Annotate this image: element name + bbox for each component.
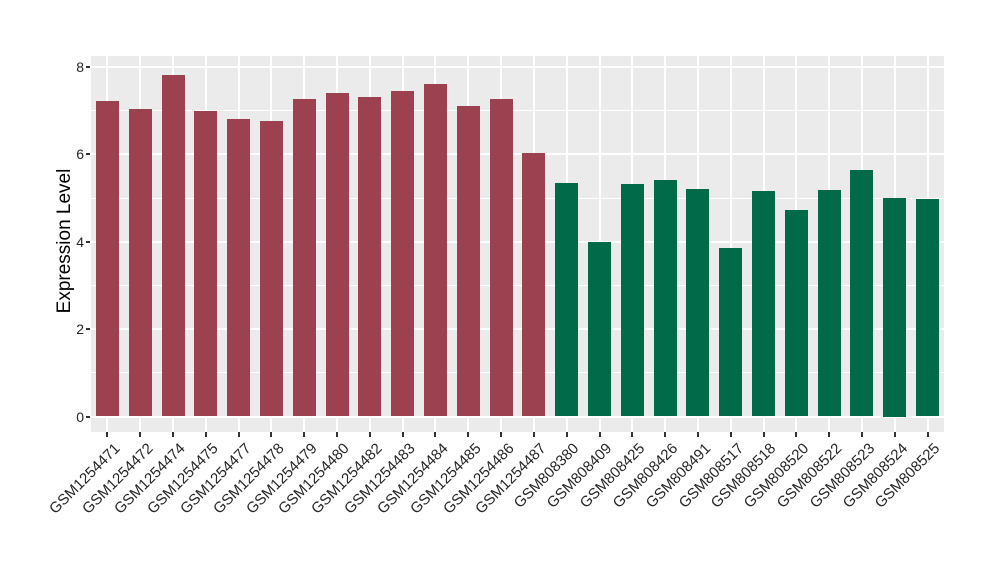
- plot-panel: [91, 56, 944, 432]
- x-tick-mark: [106, 432, 109, 437]
- bar-gsm1254485: [456, 106, 480, 417]
- x-tick-mark: [860, 432, 863, 437]
- bar-gsm808524: [883, 198, 907, 417]
- bar-gsm1254475: [194, 111, 218, 417]
- bar-gsm808426: [653, 179, 677, 417]
- bar-gsm808425: [620, 184, 644, 417]
- bar-gsm1254483: [391, 91, 415, 417]
- bar-gsm808517: [719, 247, 743, 417]
- bar-gsm1254477: [227, 118, 251, 417]
- gridline-minor: [91, 110, 944, 112]
- y-tick-label: 4: [76, 233, 84, 250]
- x-tick-mark: [532, 432, 535, 437]
- y-tick-mark: [86, 415, 90, 418]
- x-tick-mark: [795, 432, 798, 437]
- y-tick-mark: [86, 65, 90, 68]
- bar-gsm1254474: [161, 74, 185, 417]
- y-tick-mark: [86, 153, 90, 156]
- y-tick-label: 2: [76, 321, 84, 338]
- bar-gsm1254487: [522, 152, 546, 417]
- bar-gsm808522: [817, 190, 841, 417]
- bar-gsm808409: [588, 241, 612, 417]
- x-tick-mark: [204, 432, 207, 437]
- bar-gsm808525: [916, 198, 940, 417]
- gridline-major: [91, 328, 944, 331]
- x-tick-mark: [434, 432, 437, 437]
- x-tick-mark: [368, 432, 371, 437]
- x-tick-mark: [303, 432, 306, 437]
- bar-gsm808380: [555, 183, 579, 417]
- bar-gsm1254480: [325, 92, 349, 417]
- bar-gsm1254486: [489, 98, 513, 417]
- x-tick-mark: [729, 432, 732, 437]
- x-tick-mark: [237, 432, 240, 437]
- x-tick-mark: [139, 432, 142, 437]
- x-tick-mark: [762, 432, 765, 437]
- bar-gsm1254471: [95, 101, 119, 417]
- bar-gsm808520: [784, 209, 808, 417]
- bar-gsm1254478: [259, 120, 283, 417]
- y-tick-label: 8: [76, 58, 84, 75]
- x-tick-mark: [828, 432, 831, 437]
- bar-gsm808518: [752, 190, 776, 417]
- gridline-minor: [91, 372, 944, 374]
- y-tick-label: 6: [76, 146, 84, 163]
- x-tick-mark: [172, 432, 175, 437]
- x-tick-mark: [500, 432, 503, 437]
- x-tick-mark: [270, 432, 273, 437]
- x-tick-mark: [565, 432, 568, 437]
- x-tick-mark: [631, 432, 634, 437]
- bar-gsm1254479: [292, 98, 316, 417]
- bar-gsm808523: [850, 169, 874, 417]
- gridline-major: [91, 415, 944, 418]
- x-tick-mark: [926, 432, 929, 437]
- gridline-minor: [91, 284, 944, 286]
- gridline-vertical: [729, 56, 732, 432]
- x-tick-mark: [467, 432, 470, 437]
- bar-gsm808491: [686, 189, 710, 417]
- x-tick-mark: [336, 432, 339, 437]
- x-tick-mark: [893, 432, 896, 437]
- y-tick-label: 0: [76, 408, 84, 425]
- x-tick-mark: [664, 432, 667, 437]
- gridline-major: [91, 240, 944, 243]
- x-tick-mark: [401, 432, 404, 437]
- x-tick-mark: [696, 432, 699, 437]
- bar-gsm1254484: [423, 84, 447, 417]
- gridline-major: [91, 153, 944, 156]
- y-tick-mark: [86, 328, 90, 331]
- bar-gsm1254472: [128, 109, 152, 417]
- x-tick-mark: [598, 432, 601, 437]
- y-tick-mark: [86, 240, 90, 243]
- bar-gsm1254482: [358, 96, 382, 417]
- gridline-major: [91, 65, 944, 68]
- gridline-minor: [91, 197, 944, 199]
